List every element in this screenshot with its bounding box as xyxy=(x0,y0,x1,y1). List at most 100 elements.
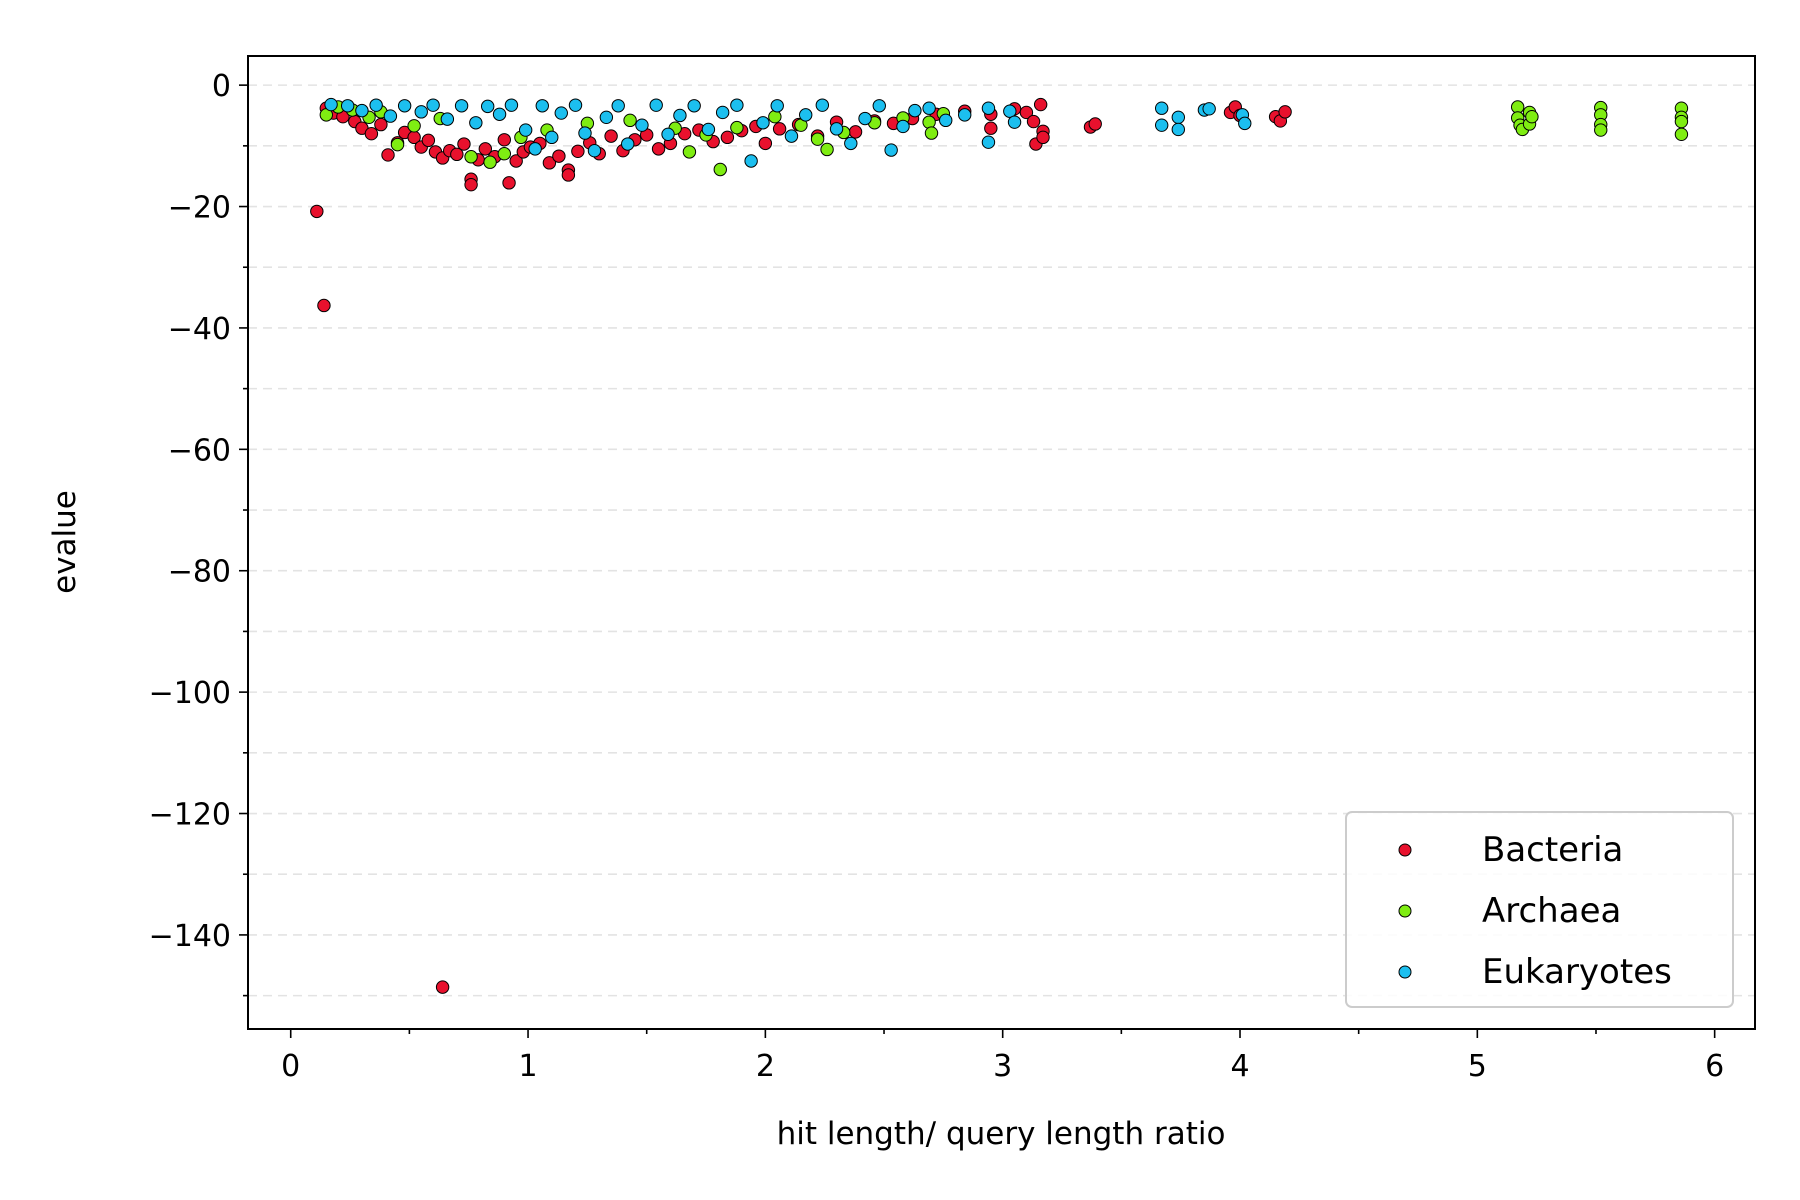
data-point xyxy=(673,108,687,123)
data-point xyxy=(682,145,697,159)
data-point xyxy=(450,147,464,162)
data-point xyxy=(1171,122,1186,137)
legend-box xyxy=(1345,811,1734,1008)
plot-frame xyxy=(247,55,1756,1030)
data-point xyxy=(545,130,559,145)
data-point xyxy=(784,129,799,143)
data-point xyxy=(355,103,369,118)
data-point xyxy=(730,120,744,135)
data-point xyxy=(1088,117,1102,131)
data-point xyxy=(908,103,922,118)
data-point xyxy=(554,106,568,120)
data-point xyxy=(381,148,395,162)
data-point xyxy=(958,108,972,122)
legend-marker-eukaryotes xyxy=(1398,965,1412,979)
data-point xyxy=(772,122,787,136)
data-point xyxy=(1036,130,1050,145)
data-point xyxy=(535,99,549,113)
data-point xyxy=(981,101,996,115)
y-tick-label: −80 xyxy=(168,555,231,590)
data-point xyxy=(621,137,635,151)
data-point xyxy=(542,156,557,170)
data-point xyxy=(478,142,493,156)
data-point xyxy=(1171,110,1186,125)
data-point xyxy=(649,98,663,112)
data-point xyxy=(435,980,450,994)
legend-label-archaea: Archaea xyxy=(1482,891,1621,931)
data-point xyxy=(440,112,455,126)
data-point xyxy=(397,99,412,113)
data-point xyxy=(604,129,618,143)
data-point xyxy=(1238,116,1252,131)
y-tick-label: 0 xyxy=(212,69,231,104)
data-point xyxy=(1278,105,1292,119)
data-point xyxy=(369,98,383,112)
data-point xyxy=(623,113,637,128)
data-point xyxy=(858,111,872,126)
data-point xyxy=(756,116,770,130)
data-point xyxy=(480,99,495,114)
data-point xyxy=(1674,114,1689,129)
data-point xyxy=(810,132,825,146)
data-point xyxy=(661,127,675,142)
data-point xyxy=(720,130,735,145)
data-point xyxy=(571,144,585,158)
data-point xyxy=(324,97,338,112)
data-point xyxy=(1007,115,1022,129)
data-point xyxy=(758,136,773,151)
series-eukaryotes xyxy=(324,97,1252,168)
data-point xyxy=(317,298,331,313)
legend-marker-archaea xyxy=(1398,904,1412,918)
y-axis-ticks: 0 −20 −40 −60 −80 −100 −120 −140 xyxy=(149,69,248,997)
data-point xyxy=(651,142,666,156)
y-tick-label: −60 xyxy=(168,433,231,468)
x-axis-title: hit length/ query length ratio xyxy=(777,1116,1226,1152)
data-point xyxy=(744,154,758,168)
data-point xyxy=(713,162,727,177)
y-tick-label: −40 xyxy=(168,312,231,347)
x-tick-label: 5 xyxy=(1468,1049,1487,1084)
data-point xyxy=(528,142,542,156)
data-point xyxy=(568,98,583,112)
data-point xyxy=(383,109,398,123)
data-point xyxy=(1154,101,1169,115)
data-point xyxy=(390,137,405,152)
data-point xyxy=(1594,123,1608,137)
data-point xyxy=(1033,97,1048,112)
data-point xyxy=(509,154,523,168)
data-point xyxy=(599,110,614,125)
data-point xyxy=(421,133,436,148)
data-point xyxy=(715,105,730,120)
data-point xyxy=(701,122,716,137)
data-point xyxy=(518,123,533,137)
data-point xyxy=(457,137,471,151)
data-point xyxy=(587,143,602,158)
data-point xyxy=(635,118,649,132)
data-point xyxy=(469,116,483,130)
data-point xyxy=(1019,105,1034,120)
data-point xyxy=(820,142,834,157)
data-point xyxy=(483,155,497,169)
data-point xyxy=(1202,102,1216,116)
data-point xyxy=(414,105,428,119)
data-point xyxy=(981,135,996,149)
data-point xyxy=(1026,114,1041,129)
data-point xyxy=(492,107,507,121)
y-tick-label: −140 xyxy=(149,919,231,954)
data-point xyxy=(872,99,886,113)
data-point xyxy=(799,108,813,122)
x-axis-ticks: 0 1 2 3 4 5 6 xyxy=(281,1029,1724,1084)
data-points xyxy=(310,97,1689,994)
x-tick-label: 2 xyxy=(756,1049,775,1084)
x-tick-label: 1 xyxy=(518,1049,537,1084)
data-point xyxy=(1154,118,1169,132)
data-point xyxy=(1525,109,1539,124)
data-point xyxy=(1674,127,1689,142)
data-point xyxy=(730,98,744,112)
data-point xyxy=(340,99,355,113)
data-point xyxy=(896,119,910,134)
data-point xyxy=(407,119,421,133)
data-point xyxy=(829,122,844,136)
data-point xyxy=(939,113,953,128)
